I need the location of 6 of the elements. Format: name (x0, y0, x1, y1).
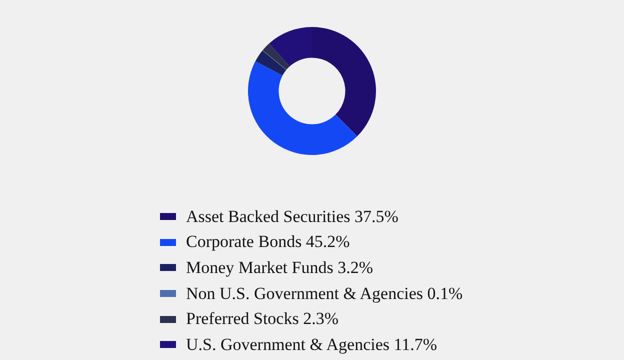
legend-label: Asset Backed Securities 37.5% (186, 206, 398, 227)
legend-label: Non U.S. Government & Agencies 0.1% (186, 284, 463, 304)
legend-label: Preferred Stocks 2.3% (186, 309, 338, 330)
legend-label: U.S. Government & Agencies 11.7% (186, 334, 438, 355)
legend-label: Corporate Bonds 45.2% (186, 232, 350, 252)
legend-label: Money Market Funds 3.2% (186, 258, 373, 278)
